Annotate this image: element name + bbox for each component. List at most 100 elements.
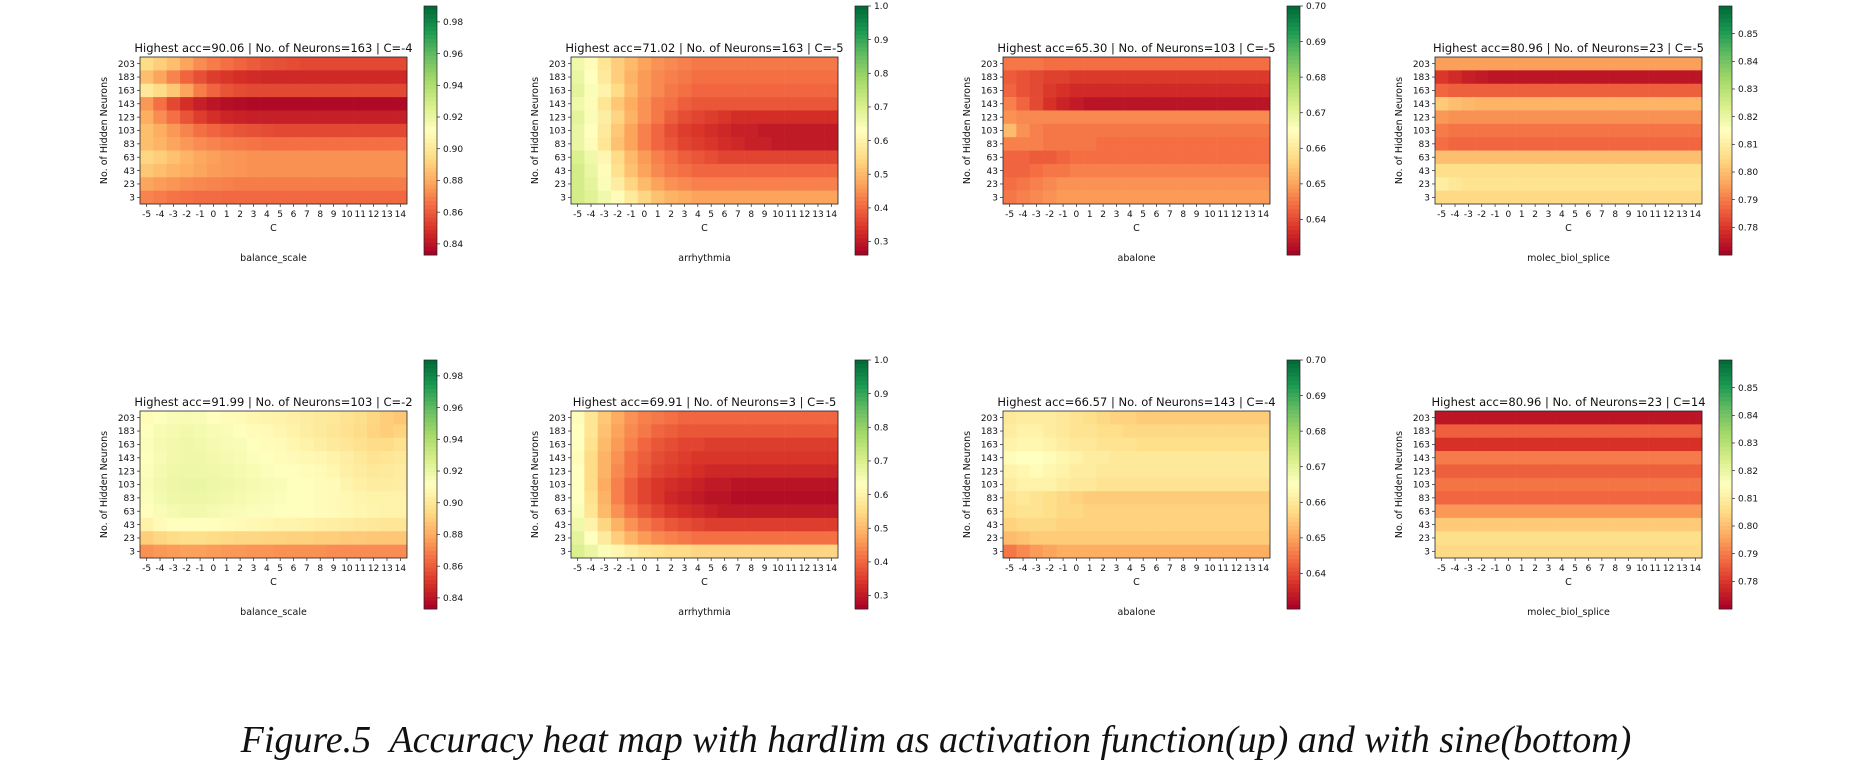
colorbar-segment xyxy=(1719,213,1732,219)
x-tick-label: 10 xyxy=(772,210,784,220)
y-tick-label: 23 xyxy=(1419,180,1430,190)
colorbar-tick-label: 0.78 xyxy=(1738,224,1758,234)
colorbar-segment xyxy=(424,35,437,40)
heatmap-cell xyxy=(1648,531,1663,545)
heatmap-cell xyxy=(1475,97,1489,111)
heatmap-cell xyxy=(1635,110,1649,125)
x-axis-label: C xyxy=(270,223,277,234)
heatmap-cell xyxy=(1541,97,1556,111)
heatmap-cells xyxy=(571,57,839,205)
heatmap-cell xyxy=(731,411,745,425)
heatmap-cell xyxy=(677,451,692,465)
colorbar-segment xyxy=(1719,600,1732,606)
heatmap-cell xyxy=(1501,491,1516,505)
heatmap-cell xyxy=(166,531,181,545)
colorbar-segment xyxy=(1719,579,1732,585)
heatmap-cell xyxy=(233,411,248,425)
heatmap-cell xyxy=(1448,437,1462,452)
y-tick-label: 143 xyxy=(981,100,998,110)
heatmap-cell xyxy=(784,424,799,439)
heatmap-cell xyxy=(637,97,652,111)
plot-title: Highest acc=90.06 | No. of Neurons=163 |… xyxy=(134,41,412,55)
heatmap-cell xyxy=(1435,190,1449,205)
colorbar-segment xyxy=(1287,413,1300,419)
x-tick-label: 0 xyxy=(211,210,217,220)
heatmap-cell xyxy=(393,451,408,465)
heatmap-cell xyxy=(340,177,354,191)
heatmap-cell xyxy=(1675,464,1689,479)
heatmap-cell xyxy=(1568,531,1583,545)
colorbar: 0.640.650.660.670.680.690.70 xyxy=(1286,2,1326,256)
heatmap-cell xyxy=(180,163,194,178)
heatmap-cell xyxy=(1621,477,1636,492)
heatmap-cell xyxy=(757,491,772,505)
heatmap-cell xyxy=(824,424,839,439)
heatmap-cell xyxy=(824,517,839,532)
heatmap-cell xyxy=(744,531,759,545)
heatmap-cell xyxy=(651,437,665,452)
heatmap-cell xyxy=(1688,97,1703,111)
colorbar-segment xyxy=(1719,455,1732,460)
heatmap-cell xyxy=(366,97,381,111)
colorbar-segment xyxy=(855,526,868,531)
heatmap-cell xyxy=(624,477,639,492)
heatmap-cell xyxy=(166,123,181,138)
y-tick-label: 203 xyxy=(1413,414,1430,424)
heatmap-cell xyxy=(584,477,598,492)
heatmap-cell xyxy=(166,110,181,125)
colorbar-segment xyxy=(1287,93,1300,98)
heatmap-cell xyxy=(757,544,772,559)
heatmap-cell xyxy=(1688,177,1703,191)
heatmap-cell xyxy=(153,97,167,111)
heatmap-cell xyxy=(193,123,208,138)
heatmap-cell xyxy=(233,150,248,165)
heatmap-cell xyxy=(1229,451,1244,465)
colorbar-segment xyxy=(1287,563,1300,568)
heatmap-cell xyxy=(1661,97,1676,111)
colorbar-segment xyxy=(1719,234,1732,239)
y-tick-label: 143 xyxy=(118,100,135,110)
colorbar-segment xyxy=(855,592,868,597)
heatmap-cell xyxy=(326,504,341,519)
colorbar-segment xyxy=(1719,184,1732,189)
heatmap-cell xyxy=(1688,150,1703,165)
heatmap-cell xyxy=(206,97,221,111)
colorbar-segment xyxy=(424,172,437,177)
heatmap-cell xyxy=(1203,137,1217,151)
heatmap-cell xyxy=(1541,137,1556,151)
heatmap-cell xyxy=(1016,177,1030,191)
heatmap-cell xyxy=(1176,177,1191,191)
heatmap-cell xyxy=(1688,517,1703,532)
heatmap-cell xyxy=(811,57,825,71)
colorbar-segment xyxy=(424,18,437,23)
heatmap-cell xyxy=(691,531,705,545)
heatmap-cell xyxy=(1515,477,1529,492)
heatmap-cell xyxy=(1043,70,1057,85)
heatmap-cell xyxy=(1096,137,1111,151)
heatmap-cell xyxy=(1595,123,1609,138)
colorbar-segment xyxy=(855,109,868,115)
heatmap-cell xyxy=(1189,83,1204,98)
heatmap-cell xyxy=(624,70,639,85)
heatmap-cell xyxy=(1149,544,1164,559)
heatmap-cell xyxy=(1003,150,1017,165)
colorbar-segment xyxy=(1719,538,1732,543)
heatmap-cell xyxy=(1136,137,1151,151)
colorbar-segment xyxy=(855,72,868,77)
heatmap-cell xyxy=(784,531,799,545)
heatmap-cell xyxy=(717,97,732,111)
heatmap-cell xyxy=(1203,83,1217,98)
x-tick-label: 8 xyxy=(317,564,323,574)
heatmap-cell xyxy=(166,424,181,439)
heatmap-cell xyxy=(313,464,328,479)
y-tick-label: 23 xyxy=(555,534,566,544)
heatmap-cell xyxy=(1176,70,1191,85)
x-tick-label: 14 xyxy=(395,564,407,574)
colorbar-segment xyxy=(1719,209,1732,214)
heatmap-cell xyxy=(300,437,314,452)
heatmap-cell xyxy=(140,110,154,125)
heatmap-cell xyxy=(1675,531,1689,545)
heatmap-cell xyxy=(206,190,221,205)
colorbar-segment xyxy=(1719,142,1732,148)
colorbar-tick-label: 0.67 xyxy=(1306,109,1326,119)
